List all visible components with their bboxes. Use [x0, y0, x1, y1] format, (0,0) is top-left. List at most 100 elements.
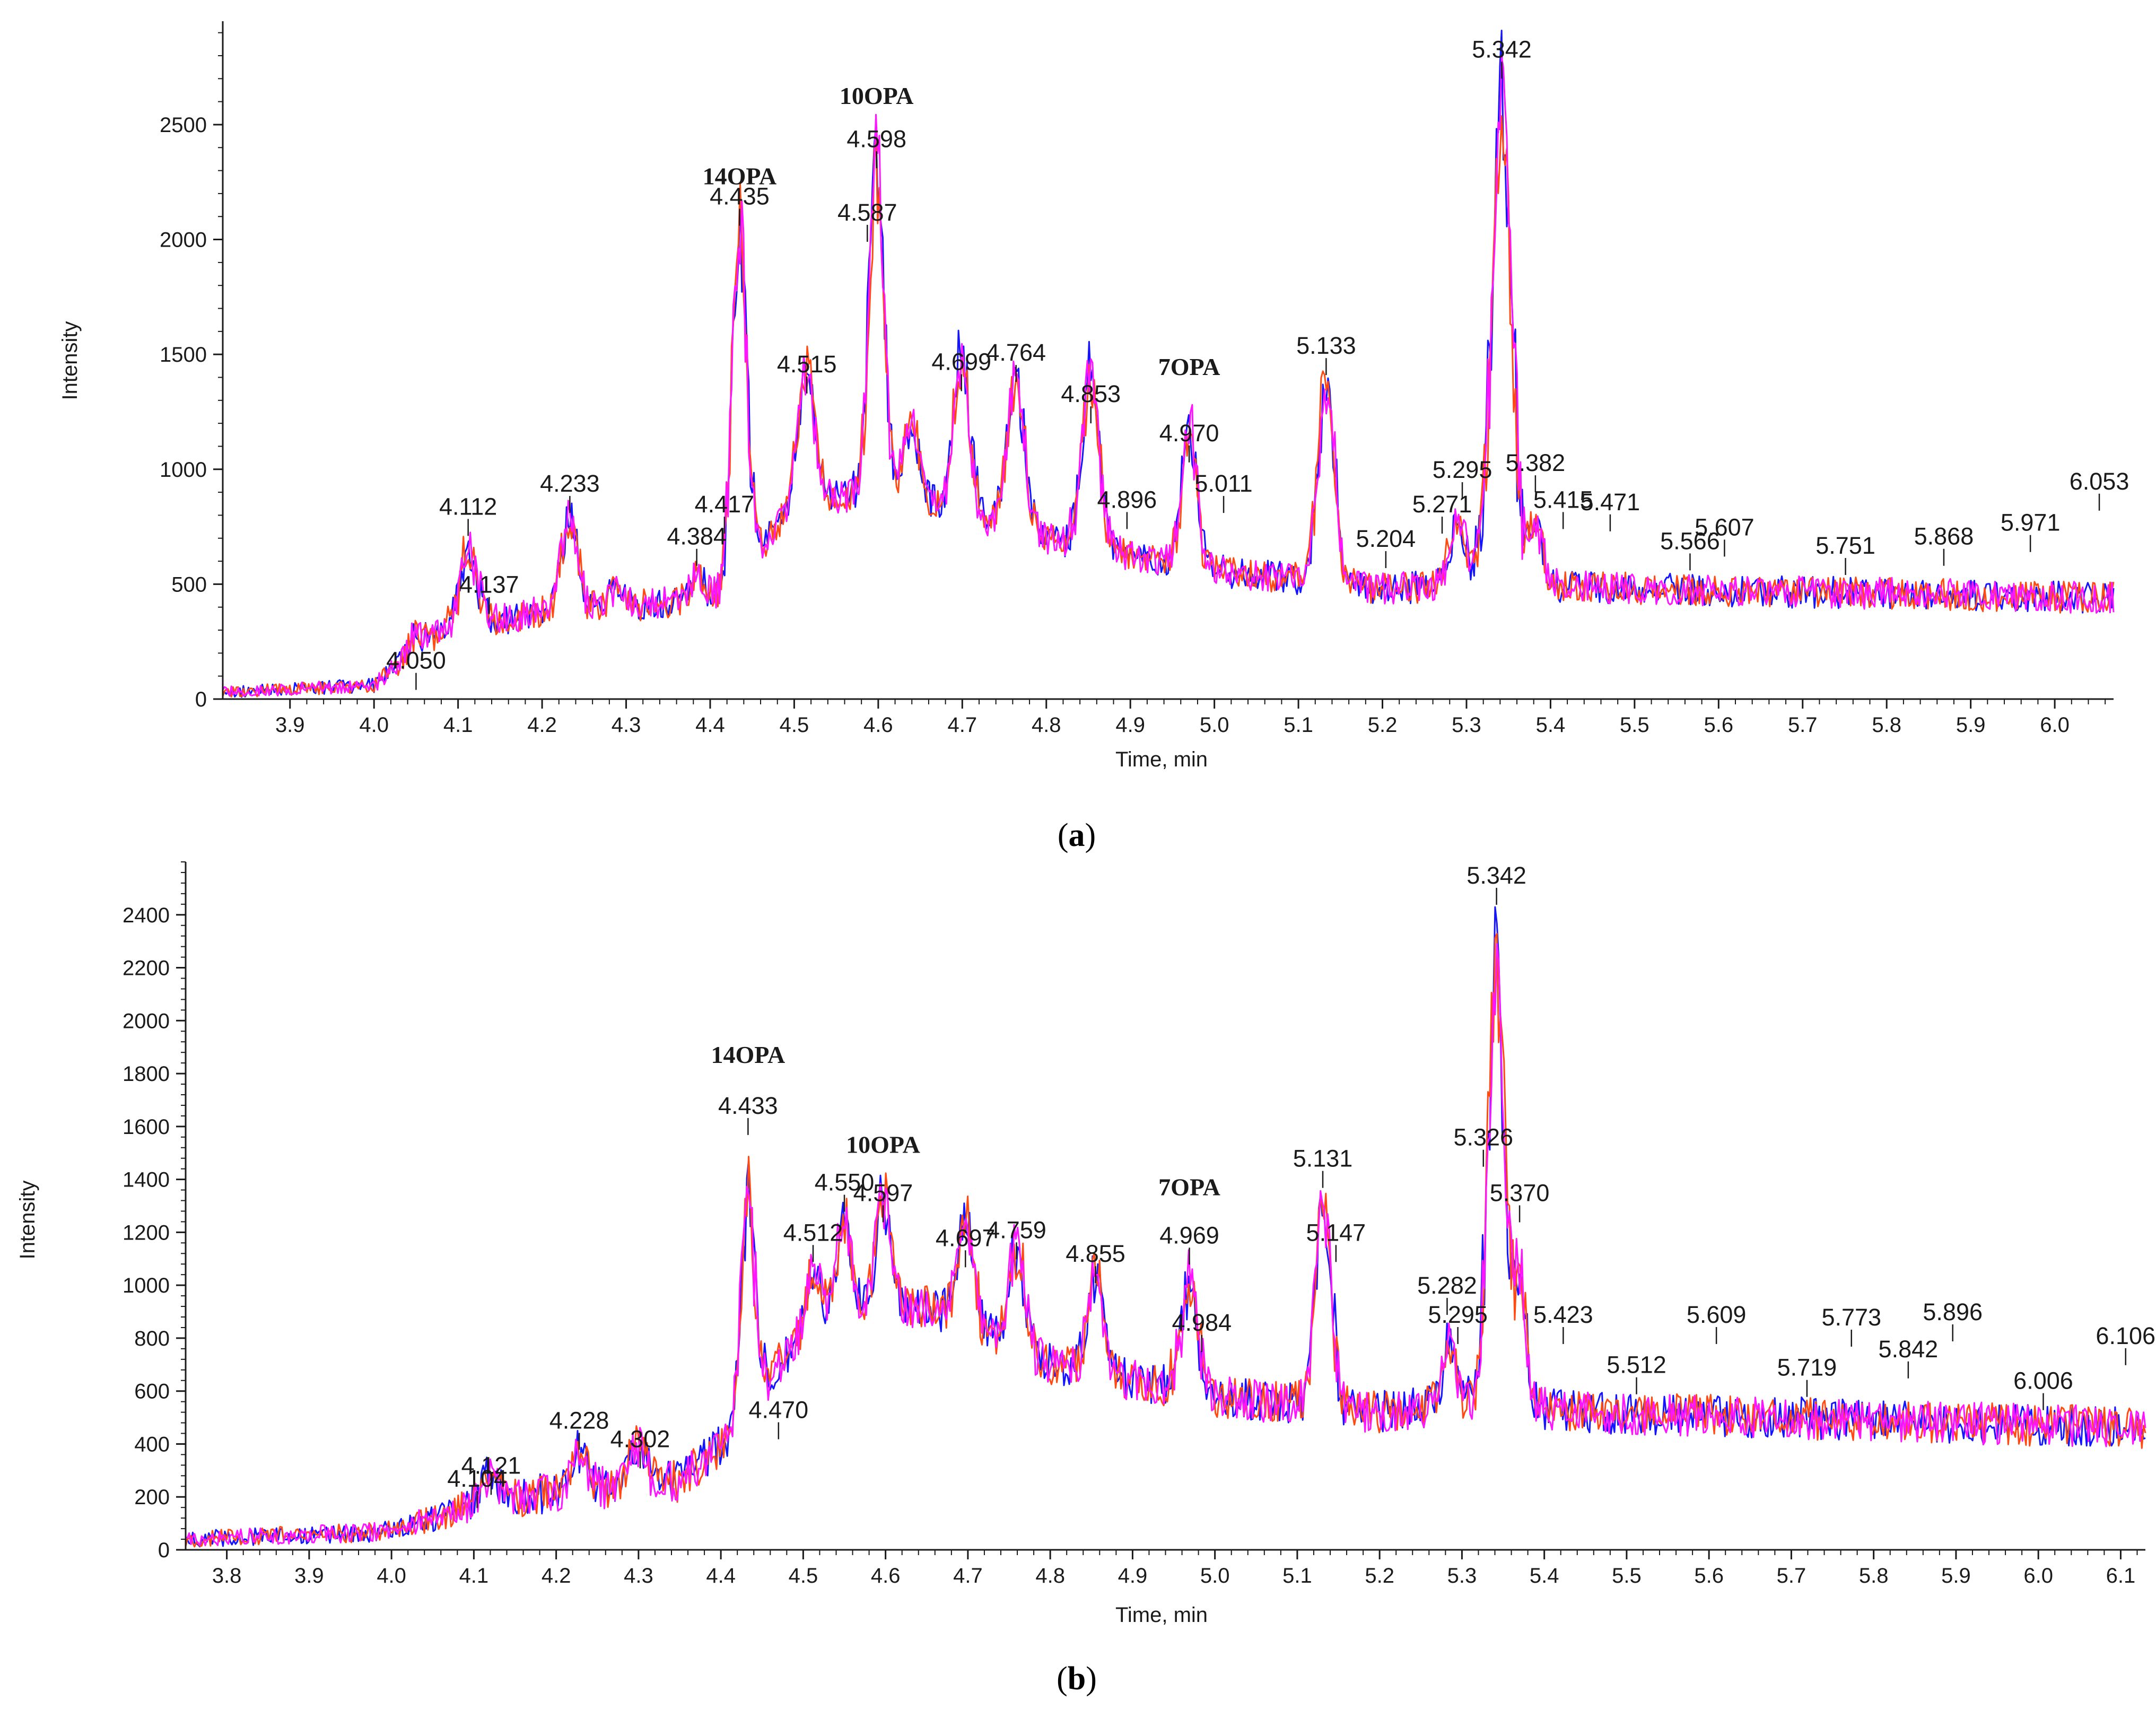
chart-a-traces [222, 30, 2115, 698]
chart-a-peak-labels: 4.050 4.112 4.137 4.233 4.384 4.417 4.435 4.515… [386, 36, 2129, 690]
x-tick-label: 5.9 [1956, 713, 1986, 737]
peak-label: 4.855 [1066, 1240, 1125, 1267]
trace-magenta [185, 943, 2146, 1547]
peak-label: 4.233 [540, 470, 600, 497]
x-tick-label: 4.4 [706, 1564, 736, 1587]
x-tick-label: 4.1 [443, 713, 473, 737]
x-tick-label: 4.6 [863, 713, 893, 737]
x-tick-label: 4.5 [789, 1564, 818, 1587]
x-tick-label: 5.1 [1284, 713, 1313, 737]
y-tick-label: 800 [134, 1327, 170, 1350]
chart-a-x-ticks: 3.9 4.0 4.1 4.2 4.3 4.4 4.5 4.6 4.7 4.8 4.9 5.0 5.1 5… [275, 699, 2106, 737]
peak-label: 5.326 [1453, 1124, 1513, 1151]
chart-b-y-axis-title: Intensity [16, 1181, 39, 1260]
peak-label: 4.759 [987, 1216, 1046, 1243]
chart-panel-b: 3.8 3.9 4.0 4.1 4.2 4.3 4.4 4.5 4.6 4.7 4.8 4.9 5.0 5… [16, 861, 2155, 1697]
x-tick-label: 5.5 [1612, 1564, 1642, 1587]
compound-label: 7OPA [1158, 353, 1220, 380]
x-tick-label: 3.9 [275, 713, 305, 737]
compound-label: 7OPA [1158, 1174, 1220, 1201]
peak-label: 5.282 [1417, 1272, 1477, 1299]
peak-label: 5.751 [1815, 532, 1875, 559]
peak-label: 4.970 [1159, 420, 1219, 447]
x-tick-label: 4.9 [1118, 1564, 1148, 1587]
peak-label: 5.370 [1490, 1179, 1550, 1206]
peak-label: 4.470 [749, 1397, 809, 1424]
x-tick-label: 5.5 [1620, 713, 1649, 737]
x-tick-label: 3.9 [294, 1564, 324, 1587]
compound-label: 14OPA [711, 1041, 785, 1068]
peak-label: 4.228 [549, 1407, 609, 1434]
peak-label: 4.550 [815, 1169, 875, 1196]
x-tick-label: 4.7 [953, 1564, 983, 1587]
chart-a-compound-labels: 14OPA 10OPA 7OPA [703, 82, 1220, 380]
y-tick-label: 0 [158, 1539, 170, 1562]
peak-label: 4.384 [667, 523, 727, 550]
peak-label: 4.512 [783, 1219, 843, 1246]
x-tick-label: 4.0 [377, 1564, 406, 1587]
peak-label: 5.147 [1306, 1219, 1366, 1246]
y-tick-label: 1200 [123, 1221, 170, 1244]
peak-label: 4.984 [1172, 1309, 1232, 1336]
x-tick-label: 5.9 [1941, 1564, 1971, 1587]
x-tick-label: 5.0 [1200, 1564, 1230, 1587]
x-tick-label: 5.3 [1452, 713, 1481, 737]
peak-label: 5.423 [1533, 1301, 1593, 1328]
x-tick-label: 4.5 [780, 713, 809, 737]
peak-label: 4.597 [853, 1179, 913, 1206]
peak-label: 4.050 [386, 647, 446, 674]
x-tick-label: 4.6 [871, 1564, 901, 1587]
peak-label: 4.896 [1097, 486, 1157, 513]
x-tick-label: 5.2 [1368, 713, 1398, 737]
peak-label: 4.697 [936, 1224, 996, 1251]
peak-label: 5.566 [1660, 527, 1720, 554]
peak-label: 5.971 [2001, 509, 2061, 536]
peak-label: 4.853 [1061, 380, 1121, 407]
y-tick-label: 2200 [123, 957, 170, 980]
peak-label: 4.699 [931, 348, 991, 375]
y-tick-label: 0 [195, 688, 207, 711]
chart-b-y-ticks: 0 200 400 600 800 1000 1200 1400 1600 1800 2000 220… [123, 861, 186, 1562]
peak-label: 4.598 [846, 125, 906, 152]
y-tick-label: 1500 [160, 343, 207, 367]
y-tick-label: 600 [134, 1380, 170, 1403]
y-tick-label: 1000 [160, 458, 207, 482]
compound-label: 14OPA [703, 163, 777, 190]
peak-label: 4.515 [777, 351, 837, 378]
peak-label: 5.342 [1472, 36, 1532, 63]
peak-label: 5.842 [1879, 1336, 1939, 1363]
y-tick-label: 1400 [123, 1168, 170, 1192]
peak-label: 4.112 [439, 493, 497, 520]
chart-a-caption: (a) [1058, 817, 1096, 853]
peak-label: 5.773 [1821, 1304, 1881, 1331]
x-tick-label: 6.1 [2106, 1564, 2136, 1587]
peak-label: 5.471 [1581, 488, 1640, 516]
chart-a-y-ticks: 0 500 1000 1500 2000 2500 [160, 32, 223, 711]
peak-label: 6.106 [2096, 1322, 2155, 1349]
peak-label: 5.131 [1293, 1145, 1353, 1172]
y-tick-label: 2500 [160, 114, 207, 137]
peak-label: 5.896 [1923, 1298, 1983, 1325]
peak-label: 4.121 [461, 1452, 521, 1479]
chart-b-caption: (b) [1057, 1661, 1097, 1697]
peak-label: 5.133 [1296, 332, 1356, 359]
x-tick-label: 4.7 [948, 713, 977, 737]
x-tick-label: 5.4 [1530, 1564, 1559, 1587]
x-tick-label: 4.8 [1032, 713, 1061, 737]
y-tick-label: 2000 [123, 1009, 170, 1033]
y-tick-label: 400 [134, 1433, 170, 1456]
x-tick-label: 6.0 [2023, 1564, 2053, 1587]
y-tick-label: 1800 [123, 1062, 170, 1086]
peak-label: 6.053 [2070, 468, 2129, 495]
trace-magenta [222, 56, 2115, 697]
peak-label: 5.382 [1506, 449, 1566, 476]
peak-label: 5.719 [1777, 1354, 1837, 1381]
x-tick-label: 5.1 [1282, 1564, 1312, 1587]
peak-label: 5.295 [1433, 456, 1492, 483]
x-tick-label: 5.3 [1447, 1564, 1477, 1587]
x-tick-label: 5.8 [1872, 713, 1901, 737]
y-tick-label: 1600 [123, 1115, 170, 1139]
